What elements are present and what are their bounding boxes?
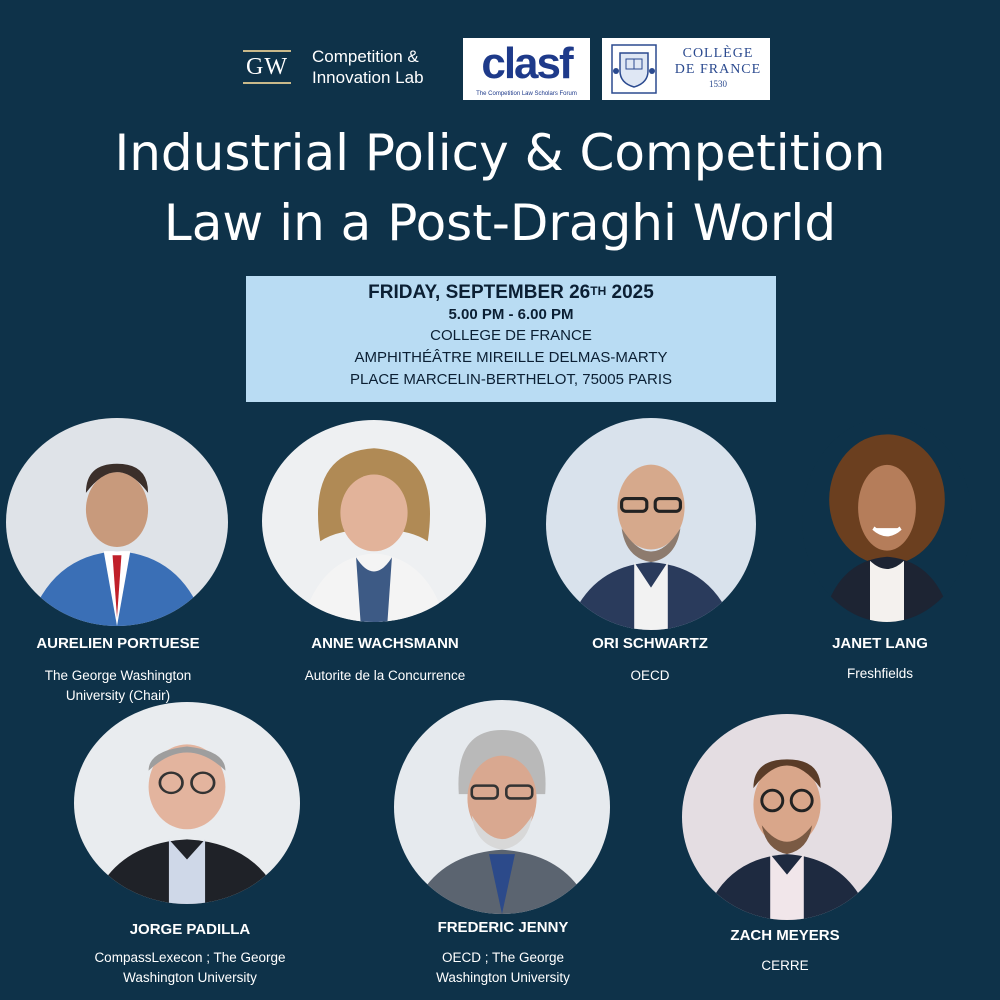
gw-logo: GW bbox=[242, 50, 292, 86]
speaker-name-lang: JANET LANG bbox=[832, 635, 928, 652]
event-address: PLACE MARCELIN-BERTHELOT, 75005 PARIS bbox=[349, 371, 673, 388]
clasf-logo: clasf The Competition Law Scholars Forum bbox=[463, 38, 590, 100]
speaker-org-wachsmann: Autorite de la Concurrence bbox=[304, 668, 466, 683]
speaker-org-jenny: OECD ; The George Washington University bbox=[436, 950, 570, 985]
speaker-name-padilla: JORGE PADILLA bbox=[129, 921, 251, 938]
speaker-name-wachsmann: ANNE WACHSMANN bbox=[311, 635, 459, 652]
speaker-photo-lang bbox=[802, 418, 972, 622]
speaker-name-jenny: FREDERIC JENNY bbox=[437, 919, 569, 936]
speaker-org-meyers: CERRE bbox=[761, 958, 809, 973]
speaker-photo-schwartz bbox=[546, 418, 756, 630]
speaker-photo-jenny bbox=[394, 700, 610, 914]
event-date: FRIDAY, SEPTEMBER 26TH 2025 bbox=[368, 282, 654, 303]
speaker-photo-wachsmann bbox=[262, 420, 486, 622]
event-venue: COLLEGE DE FRANCE bbox=[430, 327, 592, 344]
speaker-org-portuese: The George Washington University (Chair) bbox=[44, 668, 192, 703]
speaker-name-meyers: ZACH MEYERS bbox=[730, 927, 840, 944]
event-info-box: FRIDAY, SEPTEMBER 26TH 2025 5.00 PM - 6.… bbox=[246, 276, 776, 402]
speaker-photo-padilla bbox=[74, 702, 300, 904]
event-time: 5.00 PM - 6.00 PM bbox=[448, 306, 574, 323]
speaker-name-portuese: AURELIEN PORTUESE bbox=[36, 635, 200, 652]
college-crest-icon bbox=[611, 44, 657, 94]
speaker-photo-meyers bbox=[682, 714, 892, 920]
college-de-france-logo: COLLÈGE DE FRANCE 1530 bbox=[602, 38, 770, 100]
speaker-org-padilla: CompassLexecon ; The George Washington Un… bbox=[94, 950, 286, 985]
competition-innovation-lab-label: Competition & Innovation Lab bbox=[312, 47, 424, 87]
event-room: AMPHITHÉÂTRE MIREILLE DELMAS-MARTY bbox=[354, 349, 668, 366]
event-title: Industrial Policy & Competition Law in a… bbox=[114, 124, 886, 252]
speaker-name-schwartz: ORI SCHWARTZ bbox=[592, 635, 708, 652]
speaker-org-schwartz: OECD bbox=[630, 668, 670, 683]
speaker-org-lang: Freshfields bbox=[846, 666, 914, 681]
speaker-photo-portuese bbox=[6, 418, 228, 626]
